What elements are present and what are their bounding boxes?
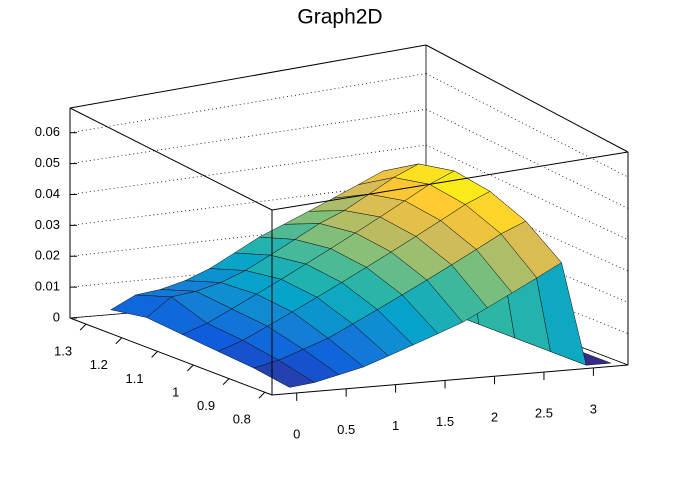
box-edge [425,44,629,153]
z-tick-label: 0.06 [35,124,60,139]
x-tick-label: 1 [392,418,399,433]
grid-line [69,73,427,134]
y-tick-label: 1.3 [54,344,72,359]
y-tick-label: 0.9 [197,398,215,413]
box-edge [271,151,629,211]
z-tick-label: 0.03 [35,217,60,232]
y-tick [186,364,194,372]
x-tick-label: 3 [590,401,597,416]
surface-cell [253,359,315,388]
grid-line [69,108,427,164]
y-tick [222,378,230,385]
y-tick-label: 1 [172,384,179,399]
x-tick-label: 0 [293,426,300,441]
box-edge [69,44,427,109]
y-tick [115,337,123,345]
y-tick [151,351,158,358]
box-edge [69,107,273,211]
x-tick-label: 2.5 [535,406,553,421]
y-tick [258,391,266,399]
z-tick-label: 0.05 [35,155,60,170]
y-tick [79,323,87,331]
y-axis [69,317,273,396]
z-tick-label: 0.01 [35,279,60,294]
x-axis [271,364,629,396]
z-tick-label: 0.04 [35,186,60,201]
x-tick-label: 1.5 [436,414,454,429]
chart-title: Graph2D [297,6,382,29]
x-tick-label: 0.5 [337,422,355,437]
grid-line [425,108,629,209]
z-tick-label: 0 [53,309,60,324]
y-tick-label: 1.1 [126,371,144,386]
y-tick-label: 1.2 [90,357,108,372]
y-tick-label: 0.8 [233,412,251,427]
x-tick-label: 2 [491,410,498,425]
z-tick-label: 0.02 [35,248,60,263]
